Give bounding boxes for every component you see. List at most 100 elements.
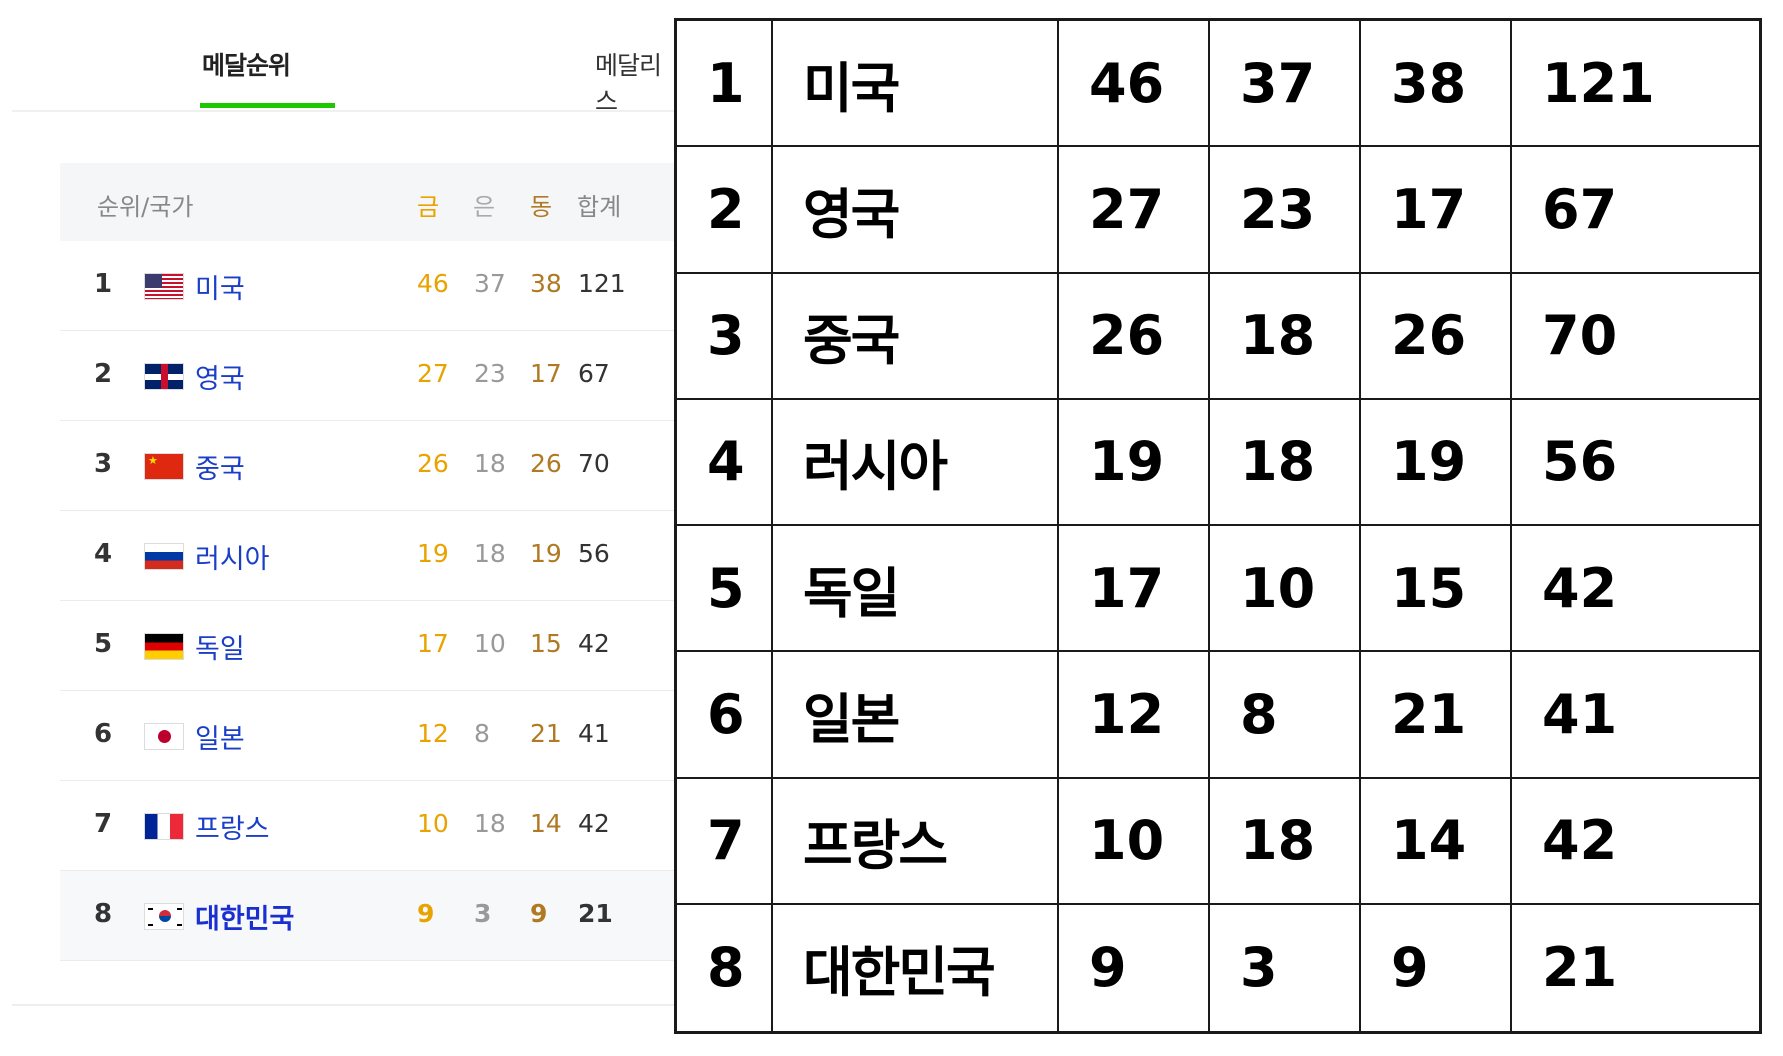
table-row[interactable]: 1 미국 46 37 38 121 [60,241,680,331]
row-rank: 2 [94,359,113,389]
big-rank-cell: 6 [677,652,773,779]
silver-count: 3 [474,899,492,928]
tab-bar: 메달순위 메달리스 [12,0,680,116]
big-total-cell: 67 [1512,147,1759,274]
silver-count: 37 [474,269,506,298]
row-rank: 7 [94,809,113,839]
table-row[interactable]: 2 영국 27 23 17 67 [60,331,680,421]
big-gold-cell: 17 [1059,526,1210,653]
table-row[interactable]: 7 프랑스 10 18 14 42 [60,781,680,871]
header-silver: 은 [473,193,496,221]
gold-count: 46 [417,269,449,298]
country-link[interactable]: 러시아 [195,544,270,575]
big-country-cell: 미국 [773,21,1059,148]
gold-count: 10 [417,809,449,838]
row-rank: 5 [94,629,113,659]
big-bronze-cell: 9 [1361,904,1512,1031]
big-silver-cell: 37 [1210,21,1361,148]
big-silver-cell: 8 [1210,652,1361,779]
big-bronze-cell: 14 [1361,778,1512,905]
row-rank: 4 [94,539,113,569]
big-gold-cell: 19 [1059,399,1210,526]
silver-count: 23 [474,359,506,388]
tab-medal-ranking[interactable]: 메달순위 [202,51,291,80]
big-gold-cell: 26 [1059,273,1210,400]
table-header: 순위/국가 금 은 동 합계 [60,163,680,241]
big-country-cell: 독일 [773,526,1059,653]
divider [12,1004,680,1006]
total-count: 70 [578,449,610,478]
row-rank: 8 [94,899,113,929]
header-bronze: 동 [530,193,553,221]
total-count: 21 [578,899,613,928]
big-total-cell: 42 [1512,779,1759,905]
country-link[interactable]: 대한민국 [195,904,295,935]
silver-count: 18 [474,449,506,478]
big-silver-cell: 3 [1210,904,1361,1031]
gold-count: 12 [417,719,449,748]
country-link[interactable]: 독일 [195,634,245,665]
big-silver-cell: 23 [1210,147,1361,274]
big-rank-cell: 3 [677,273,773,400]
country-link[interactable]: 미국 [195,274,245,305]
silver-count: 18 [474,809,506,838]
country-link[interactable]: 프랑스 [195,814,270,845]
country-link[interactable]: 중국 [195,454,245,485]
table-row[interactable]: 3 중국 26 18 26 70 [60,421,680,511]
big-silver-cell: 18 [1210,778,1361,905]
big-total-cell: 42 [1512,526,1759,653]
silver-count: 8 [474,719,490,748]
france-flag-icon [144,813,184,840]
big-bronze-cell: 19 [1361,399,1512,526]
germany-flag-icon [144,633,184,660]
big-country-cell: 러시아 [773,399,1059,526]
country-link[interactable]: 일본 [195,724,245,755]
medal-ranking-table: 순위/국가 금 은 동 합계 1미국4637381212영국272317673중… [60,163,680,961]
bronze-count: 19 [530,539,562,568]
big-rank-cell: 7 [677,778,773,905]
total-count: 67 [578,359,610,388]
table-row[interactable]: 4 러시아 19 18 19 56 [60,511,680,601]
gold-count: 26 [417,449,449,478]
russia-flag-icon [144,543,184,570]
table-row[interactable]: 8 대한민국 9 3 9 21 [60,871,680,961]
big-bronze-cell: 17 [1361,147,1512,274]
table-row[interactable]: 6 일본 12 8 21 41 [60,691,680,781]
big-country-cell: 중국 [773,273,1059,400]
bronze-count: 17 [530,359,562,388]
header-rank-country: 순위/국가 [97,193,194,221]
total-count: 56 [578,539,610,568]
big-country-cell: 영국 [773,147,1059,274]
bronze-count: 9 [530,899,548,928]
big-total-cell: 56 [1512,400,1759,526]
big-country-cell: 일본 [773,652,1059,779]
total-count: 42 [578,809,610,838]
japan-flag-icon [144,723,184,750]
total-count: 42 [578,629,610,658]
large-medal-table: 1 미국 46 37 38 121 2 영국 27 23 17 67 3 중국 26 18 26 70 4 러시아 19… [674,18,1762,1034]
row-rank: 3 [94,449,113,479]
big-bronze-cell: 38 [1361,21,1512,148]
big-rank-cell: 8 [677,904,773,1031]
big-bronze-cell: 21 [1361,652,1512,779]
big-gold-cell: 10 [1059,778,1210,905]
bronze-count: 15 [530,629,562,658]
big-total-cell: 41 [1512,652,1759,779]
big-gold-cell: 27 [1059,147,1210,274]
korea-flag-icon [144,903,184,930]
table-row[interactable]: 5 독일 17 10 15 42 [60,601,680,691]
silver-count: 10 [474,629,506,658]
big-silver-cell: 18 [1210,273,1361,400]
row-rank: 6 [94,719,113,749]
big-rank-cell: 5 [677,526,773,653]
tab-medalists[interactable]: 메달리스 [595,51,662,116]
country-link[interactable]: 영국 [195,364,245,395]
gold-count: 9 [417,899,435,928]
big-gold-cell: 46 [1059,21,1210,148]
bronze-count: 21 [530,719,562,748]
big-gold-cell: 12 [1059,652,1210,779]
bronze-count: 14 [530,809,562,838]
china-flag-icon [144,453,184,480]
uk-flag-icon [144,363,184,390]
active-tab-indicator [200,103,335,108]
